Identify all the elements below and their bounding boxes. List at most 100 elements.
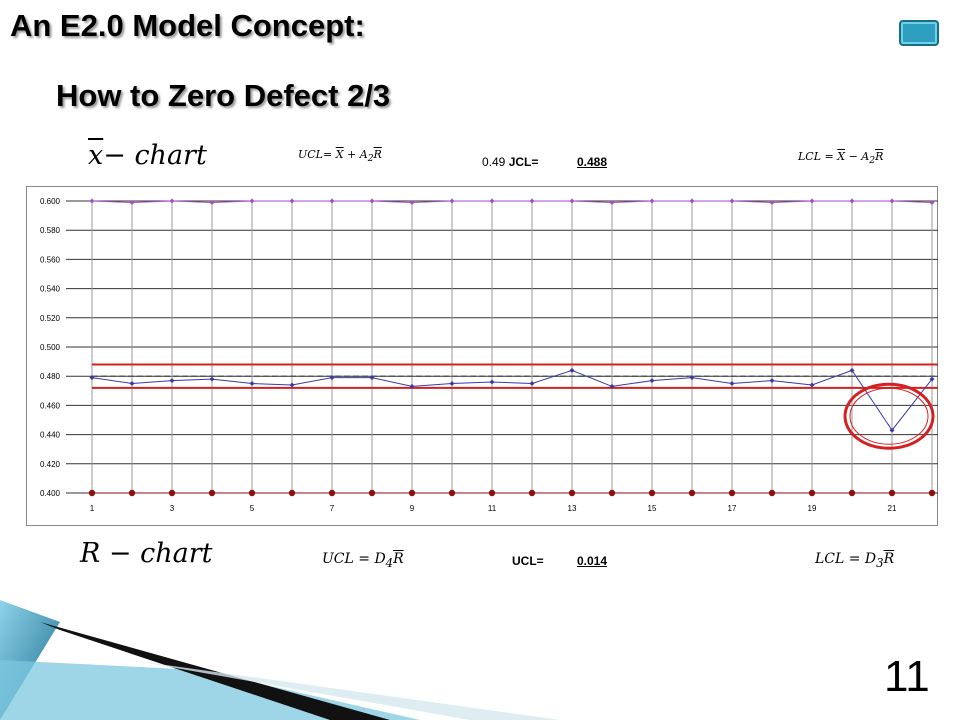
data-point <box>209 199 215 205</box>
r-lcl-formula: LCL = D3R <box>815 551 894 570</box>
data-series-line <box>91 369 933 432</box>
data-point <box>688 489 696 497</box>
x-tick-label: 5 <box>250 504 255 513</box>
data-point <box>568 489 576 497</box>
data-point <box>809 382 815 388</box>
y-tick-label: 0.500 <box>40 343 61 352</box>
x-tick-label: 21 <box>888 504 897 513</box>
slide-subtitle: How to Zero Defect 2/3 <box>56 78 391 113</box>
data-point <box>849 367 855 373</box>
slide-title: An E2.0 Model Concept: <box>10 8 365 43</box>
data-point <box>489 379 495 385</box>
data-point <box>408 489 416 497</box>
data-point <box>369 375 375 381</box>
xbar-chart-label-x: x <box>88 140 104 171</box>
xbar-lcl-part-a: LCL = <box>798 150 838 163</box>
r-ucl-label: UCL= <box>512 554 544 568</box>
action-button[interactable] <box>899 20 939 46</box>
xbar-lcl-part-d: R <box>875 150 884 163</box>
swoosh-light <box>130 660 560 720</box>
xbar-chart-label: x− chart <box>88 140 207 171</box>
data-point <box>889 198 895 204</box>
data-point <box>329 198 335 204</box>
outlier-highlight-circle <box>843 382 935 450</box>
x-tick-label: 13 <box>568 504 577 513</box>
x-tick-label: 3 <box>170 504 175 513</box>
y-tick-label: 0.440 <box>40 431 61 440</box>
data-point <box>208 489 216 497</box>
data-point <box>489 198 495 204</box>
data-point <box>289 198 295 204</box>
xbar-ucl-prefix: 0.49 <box>482 155 506 169</box>
data-point <box>769 199 775 205</box>
xbar-ucl-part-d: R <box>373 148 382 161</box>
data-point <box>128 489 136 497</box>
xbar-chart-label-rest: − chart <box>103 140 207 171</box>
decorative-swoosh <box>0 600 560 720</box>
data-point <box>609 383 615 389</box>
y-tick-label: 0.600 <box>40 197 61 206</box>
x-tick-label: 11 <box>488 504 497 513</box>
r-ucl-part-b: R <box>393 551 404 567</box>
data-point <box>449 381 455 386</box>
xbar-ucl-value: 0.488 <box>577 155 608 169</box>
data-point <box>289 382 295 388</box>
y-tick-label: 0.420 <box>40 460 61 469</box>
data-point <box>808 489 816 497</box>
data-point <box>369 198 375 204</box>
r-lcl-sub: 3 <box>876 555 884 570</box>
xbar-lcl-part-c: − A <box>845 150 870 163</box>
x-tick-label: 15 <box>648 504 657 513</box>
data-point <box>569 367 575 373</box>
xbar-ucl-stat: 0.49 JCL= <box>482 155 538 169</box>
data-point <box>89 198 95 204</box>
y-tick-label: 0.520 <box>40 314 61 323</box>
data-point <box>288 489 296 497</box>
data-point <box>888 489 896 497</box>
data-point <box>729 198 735 204</box>
data-point <box>929 376 935 382</box>
outlier-highlight-inner <box>849 387 929 445</box>
data-point <box>488 489 496 497</box>
data-point <box>729 381 735 386</box>
data-point <box>368 489 376 497</box>
r-ucl-sub: 4 <box>385 555 394 570</box>
xbar-ucl-formula: UCL= X + A2R <box>298 148 382 164</box>
r-ucl-value: 0.014 <box>577 554 608 568</box>
x-tick-label: 9 <box>410 504 415 513</box>
data-point <box>649 378 655 384</box>
chart-frame <box>26 186 938 526</box>
data-point <box>448 489 456 497</box>
xbar-lcl-sub: 2 <box>869 155 876 167</box>
xbar-lcl-formula: LCL = X − A2R <box>798 150 883 166</box>
xbar-ucl-part-b: X <box>335 148 344 161</box>
data-point <box>529 198 535 204</box>
y-tick-label: 0.460 <box>40 401 61 410</box>
x-tick-label: 1 <box>90 504 95 513</box>
data-point <box>89 375 95 381</box>
data-point <box>768 489 776 497</box>
data-point <box>248 489 256 497</box>
swoosh-black <box>40 622 390 720</box>
x-tick-label: 19 <box>808 504 817 513</box>
data-point <box>649 198 655 204</box>
data-point <box>689 198 695 204</box>
y-tick-label: 0.560 <box>40 255 61 264</box>
upper-series-line <box>91 200 933 203</box>
r-lcl-part-a: LCL = D <box>815 551 877 567</box>
data-point <box>129 199 135 205</box>
data-point <box>928 489 936 497</box>
xbar-ucl-part-a: UCL= <box>298 148 336 161</box>
xbar-ucl-part-c: + A <box>343 148 368 161</box>
r-chart-label: R − chart <box>80 538 213 569</box>
xbar-ucl-sub: 2 <box>367 153 374 165</box>
xbar-lcl-part-b: X <box>837 150 846 163</box>
r-ucl-part-a: UCL = D <box>322 551 386 567</box>
data-point <box>168 489 176 497</box>
x-tick-label: 7 <box>330 504 335 513</box>
r-ucl-formula: UCL = D4R <box>322 551 404 570</box>
xbar-control-chart: 0.600 0.580 0.560 0.540 0.520 0.500 0.480 0.460… <box>26 186 938 526</box>
y-tick-label: 0.540 <box>40 285 61 294</box>
x-tick-label: 17 <box>728 504 737 513</box>
data-point <box>769 378 775 384</box>
